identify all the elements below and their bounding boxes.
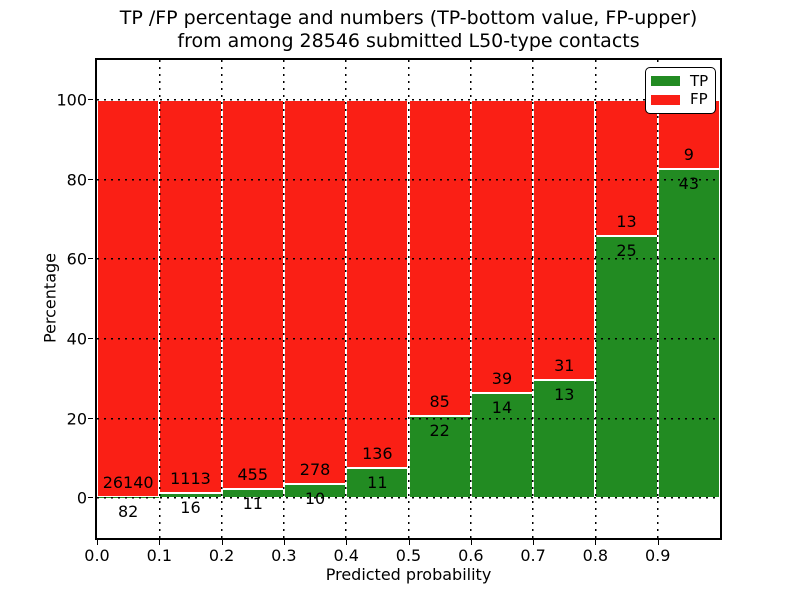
y-tick-label: 0 [76,488,87,508]
legend: TP FP [645,67,716,114]
fp-count-label: 136 [362,444,393,464]
x-tick-label: 0.1 [146,546,173,565]
x-tick-mark [97,540,98,545]
x-tick-mark [346,540,348,545]
fp-count-label: 85 [429,392,450,412]
x-tick-mark [657,540,659,545]
bar-segment-tp [657,168,720,499]
tp-count-label: 14 [491,397,513,417]
x-axis-title: Predicted probability [325,565,492,584]
gridline-vertical [158,60,161,538]
y-tick-mark [88,417,93,419]
fp-count-label: 13 [616,212,637,232]
legend-label-tp: TP [690,71,709,90]
chart-title-line1: TP /FP percentage and numbers (TP-bottom… [119,7,698,29]
x-tick-mark [470,540,472,545]
x-tick-label: 0.2 [208,546,235,565]
x-tick-mark [595,540,597,545]
x-tick-label: 0.5 [395,546,422,565]
bar-segment-fp [595,99,658,237]
y-tick-label: 40 [66,329,87,349]
bar-segment-fp [408,99,471,417]
x-tick-mark [159,540,161,545]
gridline-vertical [283,60,286,538]
y-tick-mark [88,99,93,101]
bar-segment-fp [533,99,596,381]
fp-count-label: 9 [683,144,694,164]
y-tick-label: 60 [66,249,87,269]
fp-count-label: 455 [237,464,269,484]
legend-label-fp: FP [690,90,708,109]
bar-segment-fp [283,99,347,485]
tp-count-label: 10 [304,489,326,509]
x-tick-mark [408,540,410,545]
tp-count-label: 22 [429,421,450,441]
gridline-vertical [594,60,597,538]
tp-count-label: 11 [242,493,263,513]
tp-count-label: 25 [616,241,637,261]
bar-segment-fp [159,99,222,493]
bar-segment-fp [346,99,409,469]
gridline-vertical [345,60,348,538]
bar-segment-tp [346,468,409,499]
x-tick-mark [533,540,535,545]
plot-area: 26140 82 1113 16 455 11 278 10 136 11 85 22 39 14 31 13… [56,58,722,565]
gridline-vertical [407,60,410,538]
gridline-vertical [220,60,223,538]
bar-segment-fp [221,99,284,489]
tp-count-label: 11 [367,473,388,493]
tp-count-label: 16 [180,497,201,517]
x-tick-mark [283,540,285,545]
fp-count-label: 26140 [102,472,154,492]
fp-count-label: 39 [491,368,513,388]
y-tick-mark [88,178,93,180]
tp-count-label: 13 [554,385,575,405]
bar-segment-tp [595,236,658,499]
chart-title-line2: from among 28546 submitted L50-type cont… [177,30,640,52]
x-tick-label: 0.9 [644,546,671,565]
x-tick-label: 0.8 [582,546,609,565]
x-tick-label: 0.4 [333,546,359,565]
x-tick-label: 0.7 [520,546,546,565]
x-tick-label: 0.3 [271,546,297,565]
legend-swatch-tp-icon [651,76,680,87]
legend-swatch-fp-icon [651,94,680,105]
y-tick-mark [88,338,93,340]
chart-title: TP /FP percentage and numbers (TP-bottom… [95,7,722,53]
bar-segment-fp [470,99,534,393]
gridline-vertical [532,60,535,538]
legend-item-tp: TP [651,71,710,90]
fp-count-label: 31 [554,356,575,376]
y-tick-label: 100 [56,90,87,110]
bar-segment-fp [97,99,160,497]
y-tick-label: 20 [66,409,87,428]
x-tick-label: 0.0 [84,546,110,565]
tp-count-label: 43 [678,173,700,193]
fp-count-label: 278 [299,460,331,480]
gridline-vertical [656,60,659,538]
x-tick-mark [221,540,223,545]
tp-count-label: 82 [117,501,139,521]
fp-count-label: 1113 [170,468,211,488]
y-tick-mark [88,497,93,499]
x-tick-label: 0.6 [458,546,484,565]
legend-item-fp: FP [651,92,710,107]
y-tick-mark [88,258,93,260]
y-tick-label: 80 [66,170,87,189]
bar-segment-tp [470,392,534,499]
gridline-vertical [470,60,473,538]
